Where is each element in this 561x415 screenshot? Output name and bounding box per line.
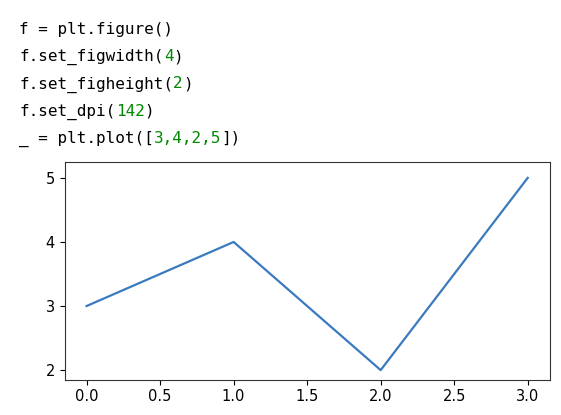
Text: f = plt.figure(): f = plt.figure() (19, 22, 173, 37)
Text: ): ) (145, 104, 154, 119)
Text: 2: 2 (173, 76, 183, 91)
Text: 4: 4 (164, 49, 173, 64)
Text: f.set_figheight(: f.set_figheight( (19, 76, 173, 93)
Text: f.set_dpi(: f.set_dpi( (19, 104, 116, 120)
Text: ): ) (173, 49, 183, 64)
Text: f.set_figwidth(: f.set_figwidth( (19, 49, 164, 65)
Text: 142: 142 (116, 104, 145, 119)
Text: _ = plt.plot([: _ = plt.plot([ (19, 131, 154, 147)
Text: ]): ]) (222, 131, 241, 146)
Text: 3,4,2,5: 3,4,2,5 (154, 131, 222, 146)
Text: ): ) (183, 76, 192, 91)
